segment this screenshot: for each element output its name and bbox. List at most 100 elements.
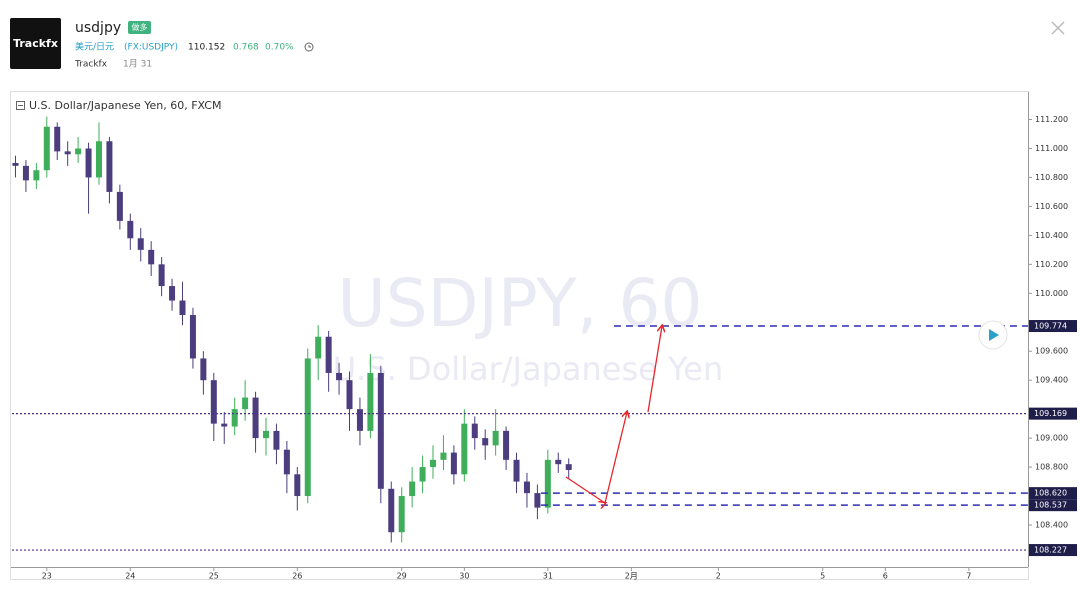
date: 1月 31 xyxy=(123,59,152,70)
close-button[interactable] xyxy=(1051,21,1065,35)
candle-body xyxy=(85,148,92,178)
candle-body xyxy=(492,430,499,446)
level-label: 109.169 xyxy=(1034,409,1067,418)
candle-body xyxy=(409,481,416,497)
candle-body xyxy=(158,264,165,287)
logo-text: Trackfx xyxy=(13,37,58,50)
level-label: 109.774 xyxy=(1034,322,1067,331)
candle-body xyxy=(127,220,134,239)
candle-body xyxy=(565,464,572,470)
candle-body xyxy=(22,165,29,181)
candle-body xyxy=(304,358,311,497)
candle-body xyxy=(315,336,322,359)
candle-body xyxy=(388,488,395,533)
candle-body xyxy=(471,423,478,439)
y-tick-label: 110.000 xyxy=(1035,289,1068,298)
level-label: 108.620 xyxy=(1034,489,1067,498)
candle-body xyxy=(419,467,426,482)
y-tick-label: 108.400 xyxy=(1035,521,1068,530)
candle-body xyxy=(555,459,562,465)
candle-body xyxy=(544,459,551,508)
level-label-box xyxy=(1029,407,1077,420)
y-tick-label: 109.600 xyxy=(1035,347,1068,356)
candle-body xyxy=(252,397,259,439)
candle-body xyxy=(294,474,301,497)
y-tick-label: 111.200 xyxy=(1035,115,1068,124)
level-label-box xyxy=(1029,487,1077,500)
candle-body xyxy=(137,238,144,250)
candle-body xyxy=(33,170,40,181)
candle-body xyxy=(430,459,437,468)
candle-body xyxy=(283,449,290,475)
candle-body xyxy=(503,430,510,460)
candle-body xyxy=(231,409,238,427)
x-tick-label: 31 xyxy=(543,572,553,581)
y-tick-label: 109.400 xyxy=(1035,376,1068,385)
plot: 111.200 111.000 110.800 110.600 110.400 110.2… xyxy=(12,115,1077,581)
candle-body xyxy=(210,380,217,424)
candle-body xyxy=(116,191,123,221)
level-label-box xyxy=(1029,499,1077,512)
level-label-box xyxy=(1029,320,1077,333)
x-tick-label: 7 xyxy=(966,572,971,581)
x-tick-label: 2月 xyxy=(625,572,638,581)
candle-body xyxy=(106,141,113,192)
badge xyxy=(128,21,151,34)
candle-body xyxy=(179,300,186,316)
candle-body xyxy=(12,162,19,166)
candle-body xyxy=(43,126,50,171)
author[interactable]: Trackfx xyxy=(74,60,108,70)
badge-text: 做多 xyxy=(132,22,148,32)
x-tick-label: 29 xyxy=(397,572,407,581)
symbol-name[interactable]: 美元/日元 xyxy=(75,41,114,53)
alarm-icon[interactable] xyxy=(304,42,314,52)
candle-body xyxy=(325,336,332,373)
symbol-code[interactable]: (FX:USDJPY) xyxy=(124,43,178,53)
level-label: 108.537 xyxy=(1034,501,1067,510)
legend: U.S. Dollar/Japanese Yen, 60, FXCM xyxy=(29,99,221,112)
x-tick-label: 6 xyxy=(883,572,888,581)
candle-body xyxy=(75,148,82,155)
candle-body xyxy=(367,372,374,431)
y-tick-label: 110.400 xyxy=(1035,231,1068,240)
candle-body xyxy=(461,423,468,475)
idea-title[interactable]: usdjpy xyxy=(75,20,121,36)
watermark: USDJPY, 60 xyxy=(337,265,702,342)
y-tick-label: 110.200 xyxy=(1035,260,1068,269)
candle-body xyxy=(242,397,249,410)
x-tick-label: 23 xyxy=(42,572,52,581)
x-tick-label: 5 xyxy=(820,572,825,581)
price: 110.152 xyxy=(188,43,225,53)
candle-body xyxy=(534,493,541,508)
candle-body xyxy=(513,459,520,482)
change-pct: 0.70% xyxy=(265,43,294,53)
candle-body xyxy=(440,452,447,460)
candle-body xyxy=(377,372,384,489)
candle-body xyxy=(221,423,228,427)
y-tick-label: 110.600 xyxy=(1035,202,1068,211)
candle-body xyxy=(398,496,405,533)
level-label: 108.227 xyxy=(1034,546,1067,555)
legend-toggle[interactable] xyxy=(16,101,25,110)
candle-body xyxy=(482,438,489,446)
candle-body xyxy=(95,141,102,178)
level-label-box xyxy=(1029,544,1077,557)
y-tick-label: 109.000 xyxy=(1035,434,1068,443)
candle-body xyxy=(148,249,155,265)
play-icon xyxy=(989,329,999,341)
candle-body xyxy=(273,430,280,450)
candle-body xyxy=(450,452,457,475)
projection-arrow xyxy=(565,412,627,503)
projection-arrow xyxy=(647,326,662,413)
candle-body xyxy=(64,151,71,155)
candle-body xyxy=(356,409,363,431)
watermark-sub: U.S. Dollar/Japanese Yen xyxy=(333,350,724,388)
x-tick-label: 2 xyxy=(716,572,721,581)
y-tick-label: 110.800 xyxy=(1035,173,1068,182)
candle-body xyxy=(263,430,269,439)
x-tick-label: 25 xyxy=(209,572,219,581)
x-tick-label: 24 xyxy=(125,572,135,581)
x-tick-label: 30 xyxy=(459,572,469,581)
logo[interactable] xyxy=(10,18,61,69)
